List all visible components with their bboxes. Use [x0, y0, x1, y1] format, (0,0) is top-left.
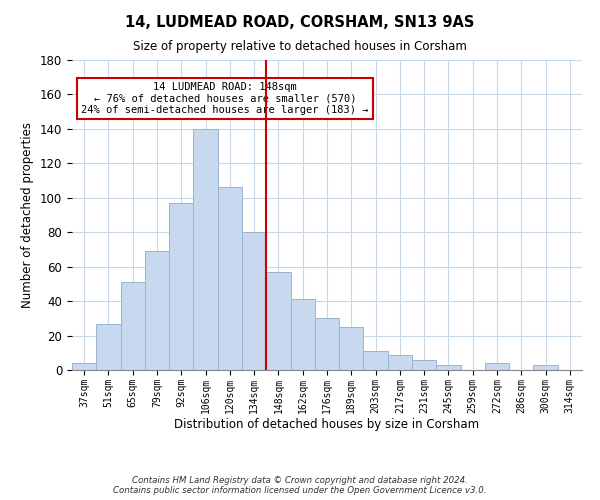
Bar [290, 300, 315, 370]
Bar [485, 363, 509, 370]
Bar [121, 282, 145, 370]
Bar [339, 327, 364, 370]
Bar [436, 365, 461, 370]
Bar [169, 203, 193, 370]
Bar [533, 365, 558, 370]
Bar [364, 351, 388, 370]
Bar [412, 360, 436, 370]
Y-axis label: Number of detached properties: Number of detached properties [22, 122, 34, 308]
Bar [145, 251, 169, 370]
Bar [242, 232, 266, 370]
Bar [218, 188, 242, 370]
Text: Contains HM Land Registry data © Crown copyright and database right 2024.
Contai: Contains HM Land Registry data © Crown c… [113, 476, 487, 495]
Bar [388, 354, 412, 370]
Bar [96, 324, 121, 370]
Text: Size of property relative to detached houses in Corsham: Size of property relative to detached ho… [133, 40, 467, 53]
Text: 14 LUDMEAD ROAD: 148sqm
← 76% of detached houses are smaller (570)
24% of semi-d: 14 LUDMEAD ROAD: 148sqm ← 76% of detache… [81, 82, 369, 115]
Text: 14, LUDMEAD ROAD, CORSHAM, SN13 9AS: 14, LUDMEAD ROAD, CORSHAM, SN13 9AS [125, 15, 475, 30]
Bar [315, 318, 339, 370]
Bar [72, 363, 96, 370]
Bar [193, 129, 218, 370]
X-axis label: Distribution of detached houses by size in Corsham: Distribution of detached houses by size … [175, 418, 479, 432]
Bar [266, 272, 290, 370]
